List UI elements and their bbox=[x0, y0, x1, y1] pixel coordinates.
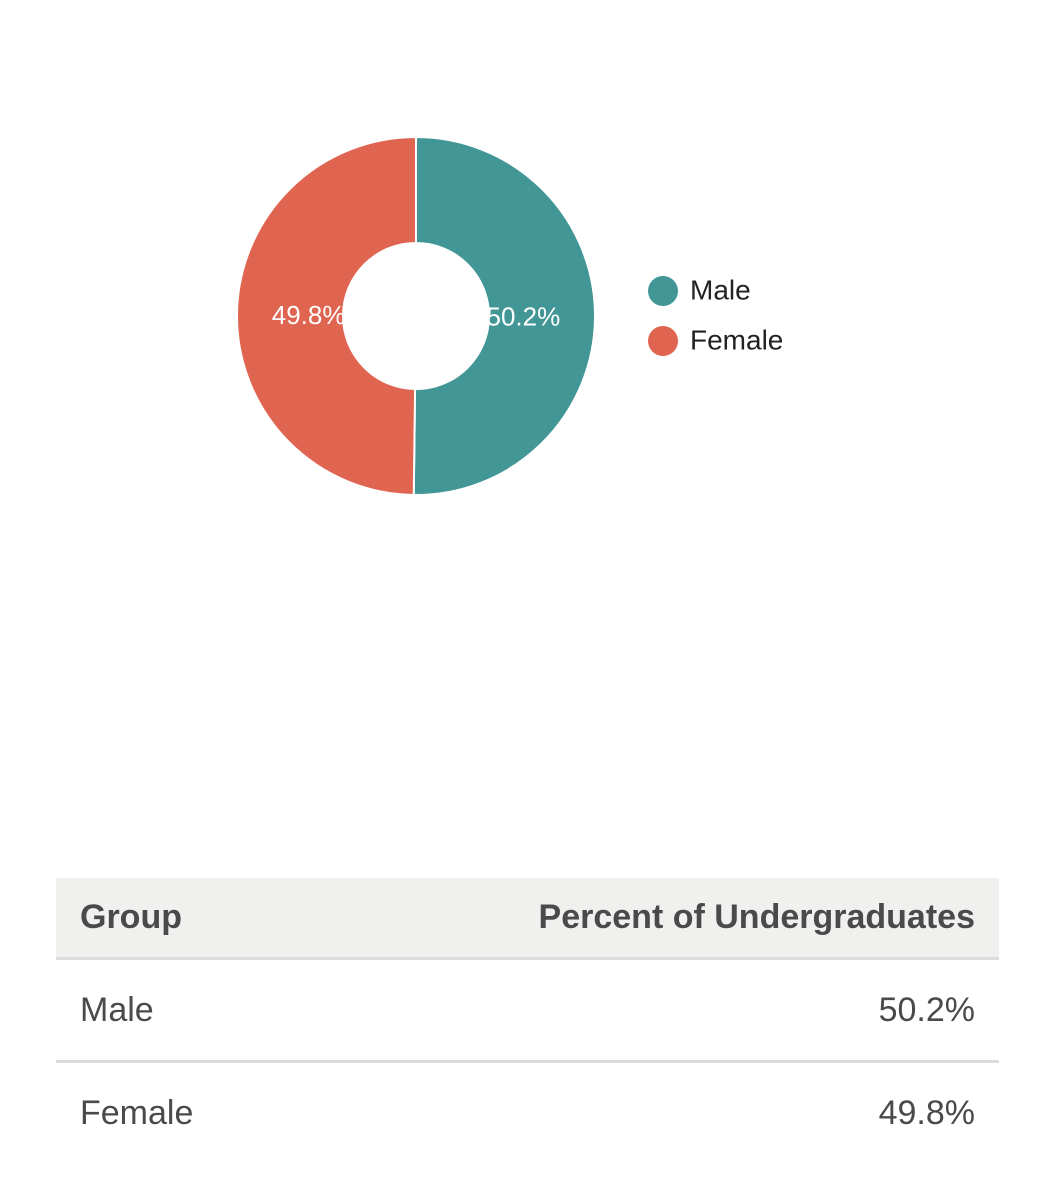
data-table: Group Percent of Undergraduates Male 50.… bbox=[56, 878, 999, 1163]
slice-label: 50.2% bbox=[487, 302, 561, 332]
slice-label: 49.8% bbox=[272, 300, 346, 330]
chart: 50.2% 49.8% Male Female bbox=[236, 135, 783, 496]
donut-slice bbox=[412, 135, 596, 496]
legend-label: Female bbox=[690, 324, 783, 355]
cell: Female bbox=[80, 1093, 194, 1132]
legend-label: Male bbox=[690, 274, 751, 305]
cell: 49.8% bbox=[878, 1093, 975, 1132]
header-cell: Percent of Undergraduates bbox=[538, 898, 975, 936]
legend-swatch bbox=[648, 276, 678, 306]
table-row: Female 49.8% bbox=[56, 1063, 999, 1163]
table-row: Male 50.2% bbox=[56, 960, 999, 1063]
table-header: Group Percent of Undergraduates bbox=[56, 878, 999, 960]
donut-slice bbox=[236, 135, 417, 496]
cell: Male bbox=[80, 990, 154, 1029]
header-cell: Group bbox=[80, 898, 182, 936]
cell: 50.2% bbox=[878, 990, 975, 1029]
legend-swatch bbox=[648, 326, 678, 356]
